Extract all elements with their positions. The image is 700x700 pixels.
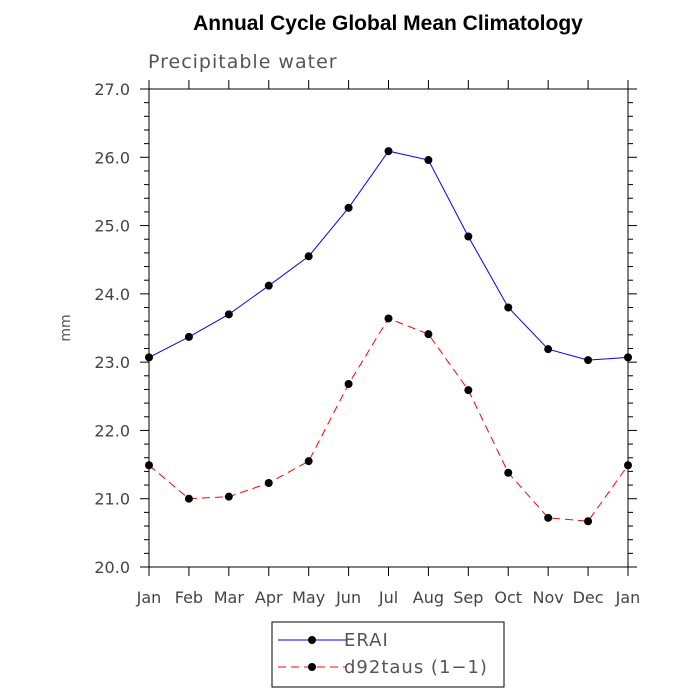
x-tick-label: Dec	[573, 588, 604, 607]
legend-label-1: ERAI	[344, 630, 389, 651]
series-layer	[145, 147, 632, 526]
series-line-1	[148, 150, 629, 361]
series-1-point	[424, 156, 433, 165]
legend-marker-1	[308, 636, 316, 644]
y-tick-label: 26.0	[94, 148, 130, 167]
legend: ERAI d92taus (1−1)	[271, 621, 505, 688]
series-1-point	[384, 147, 393, 156]
x-tick-label: Nov	[533, 588, 564, 607]
x-tick-label: Jul	[378, 588, 398, 607]
chart-subtitle: Precipitable water	[148, 51, 338, 73]
series-2-point	[344, 379, 353, 388]
series-2-point	[464, 386, 473, 395]
chart-title: Annual Cycle Global Mean Climatology	[193, 12, 583, 35]
series-1-point	[544, 345, 553, 354]
plot-frame	[148, 88, 629, 568]
series-2-point	[184, 494, 193, 503]
series-1-point	[504, 303, 513, 312]
x-tick-label: May	[292, 588, 325, 607]
y-tick-label: 22.0	[94, 421, 130, 440]
series-2-point	[624, 461, 632, 470]
ticks-layer: 20.0 21.0 22.0 23.0 24.0 25.0 26.0 27.0 Jan Feb Ma…	[94, 80, 640, 607]
series-1-point	[224, 310, 233, 319]
series-1-point	[584, 356, 593, 365]
series-2-point	[584, 517, 593, 526]
series-1-point	[184, 332, 193, 341]
x-tick-label: Jun	[335, 588, 361, 607]
x-tick-label: Aug	[413, 588, 444, 607]
legend-box	[271, 621, 505, 688]
y-tick-label: 24.0	[94, 285, 130, 304]
series-2-point	[304, 457, 313, 466]
y-tick-label: 23.0	[94, 353, 130, 372]
series-2-point	[264, 479, 273, 488]
series-2-point	[544, 513, 553, 522]
series-line-2	[148, 317, 629, 522]
series-1-point	[264, 281, 273, 290]
series-1-point	[624, 353, 632, 362]
series-1-point	[145, 353, 153, 362]
series-1-point	[344, 203, 353, 212]
x-tick-label: Sep	[453, 588, 483, 607]
x-tick-label: Oct	[494, 588, 522, 607]
series-2-point	[424, 330, 433, 339]
y-axis-label: mm	[58, 314, 74, 341]
series-2-point	[224, 492, 233, 501]
x-tick-label: Jan	[136, 588, 162, 607]
series-1-point	[304, 252, 313, 261]
legend-label-2: d92taus (1−1)	[344, 657, 488, 678]
series-2-point	[145, 461, 153, 470]
x-tick-label: Mar	[214, 588, 245, 607]
series-1-point	[464, 232, 473, 241]
legend-marker-2	[308, 663, 316, 671]
x-tick-label: Jan	[615, 588, 641, 607]
x-tick-label: Feb	[175, 588, 203, 607]
y-tick-label: 20.0	[94, 558, 130, 577]
y-tick-label: 25.0	[94, 217, 130, 236]
y-tick-label: 27.0	[94, 80, 130, 99]
x-tick-label: Apr	[255, 588, 283, 607]
series-2-point	[504, 468, 513, 477]
series-2-point	[384, 314, 393, 323]
y-tick-label: 21.0	[94, 490, 130, 509]
